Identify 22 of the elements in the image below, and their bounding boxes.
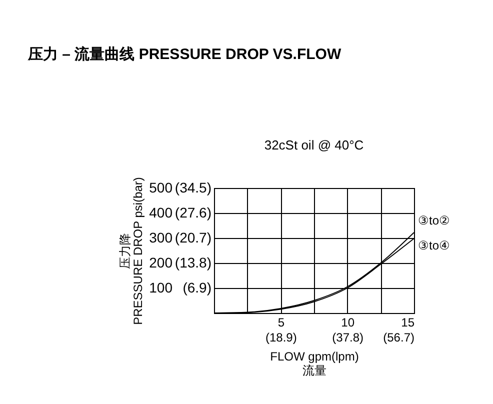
x2-tick-label: (37.8): [332, 330, 364, 344]
y2-tick-label: (27.6): [174, 204, 212, 220]
x2-tick-label: (56.7): [383, 330, 414, 344]
series-label: ③to④: [418, 238, 450, 252]
y2-tick-label: (13.8): [174, 254, 212, 270]
y-tick-label: 500: [149, 180, 173, 196]
x-axis-title: FLOW gpm(lpm) 流量: [270, 350, 359, 378]
chart-subtitle: 32cSt oil @ 40°C: [264, 137, 364, 152]
y-axis-title: 压力降 PRESSURE DROP psi(bar): [118, 177, 146, 325]
x2-tick-label: (18.9): [265, 330, 297, 344]
chart-title: 压力 – 流量曲线 PRESSURE DROP VS.FLOW: [28, 45, 342, 64]
x-tick-label: 15: [401, 316, 415, 330]
y-tick-label: 100: [149, 280, 173, 296]
y-tick-label: 300: [149, 230, 173, 246]
series-label: ③to②: [418, 214, 450, 228]
y-tick-label: 400: [149, 204, 173, 220]
y2-tick-label: (34.5): [174, 180, 212, 196]
y-tick-label: 200: [149, 254, 173, 270]
x-tick-label: 5: [278, 316, 285, 330]
y2-tick-label: (6.9): [182, 280, 212, 296]
y2-tick-label: (20.7): [174, 230, 212, 246]
x-tick-label: 10: [341, 316, 355, 330]
